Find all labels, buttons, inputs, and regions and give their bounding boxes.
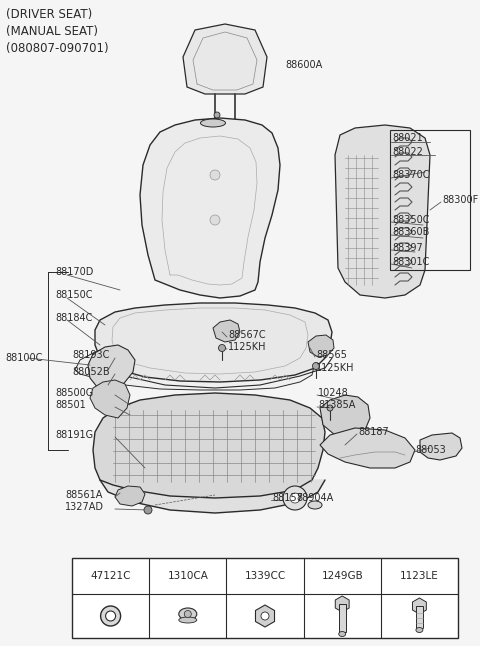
Polygon shape — [90, 380, 130, 418]
Polygon shape — [88, 345, 135, 395]
Circle shape — [312, 362, 320, 370]
Circle shape — [283, 486, 307, 510]
Text: 88350C: 88350C — [392, 215, 430, 225]
Text: 88501: 88501 — [55, 400, 86, 410]
Text: 88191G: 88191G — [55, 430, 93, 440]
Text: 88370C: 88370C — [392, 170, 430, 180]
Text: 88100C: 88100C — [5, 353, 42, 363]
Text: 88500G: 88500G — [55, 388, 93, 398]
Text: 1125KH: 1125KH — [228, 342, 266, 352]
Text: 88053: 88053 — [415, 445, 446, 455]
Polygon shape — [183, 24, 267, 94]
Polygon shape — [320, 428, 415, 468]
Text: 88170D: 88170D — [55, 267, 94, 277]
Circle shape — [144, 506, 152, 514]
Circle shape — [290, 493, 300, 503]
Text: 88184C: 88184C — [55, 313, 92, 323]
Polygon shape — [308, 335, 334, 357]
Text: 10248: 10248 — [318, 388, 349, 398]
Text: 1125KH: 1125KH — [316, 363, 355, 373]
Text: 88021: 88021 — [392, 133, 423, 143]
Text: 88193C: 88193C — [72, 350, 109, 360]
Polygon shape — [335, 596, 349, 612]
Circle shape — [101, 606, 120, 626]
Polygon shape — [115, 486, 145, 506]
Polygon shape — [420, 433, 462, 460]
Polygon shape — [140, 118, 280, 298]
Text: (DRIVER SEAT)
(MANUAL SEAT)
(080807-090701): (DRIVER SEAT) (MANUAL SEAT) (080807-0907… — [6, 8, 108, 55]
Text: 88157: 88157 — [272, 493, 303, 503]
Text: 88150C: 88150C — [55, 290, 93, 300]
Text: 88301C: 88301C — [392, 257, 430, 267]
Text: 88397: 88397 — [392, 243, 423, 253]
Text: 1310CA: 1310CA — [168, 571, 208, 581]
Bar — [339, 604, 346, 632]
Text: 88565: 88565 — [316, 350, 347, 360]
Circle shape — [106, 611, 116, 621]
Circle shape — [214, 112, 220, 118]
Text: 1123LE: 1123LE — [400, 571, 439, 581]
Circle shape — [327, 405, 333, 411]
Polygon shape — [255, 605, 275, 627]
Polygon shape — [95, 303, 332, 382]
Circle shape — [218, 344, 226, 351]
Text: 1249GB: 1249GB — [321, 571, 363, 581]
Polygon shape — [100, 480, 325, 513]
Polygon shape — [75, 345, 315, 390]
Text: 88187: 88187 — [358, 427, 389, 437]
Text: 88022: 88022 — [392, 147, 423, 157]
Ellipse shape — [179, 617, 197, 623]
Text: 88904A: 88904A — [296, 493, 333, 503]
Ellipse shape — [308, 501, 322, 509]
Polygon shape — [93, 393, 325, 498]
Circle shape — [184, 610, 192, 618]
Circle shape — [261, 612, 269, 620]
Ellipse shape — [416, 627, 423, 632]
Bar — [72, 558, 458, 638]
Text: 1339CC: 1339CC — [244, 571, 286, 581]
Text: 1327AD: 1327AD — [65, 502, 104, 512]
Polygon shape — [213, 320, 240, 342]
Ellipse shape — [339, 632, 346, 636]
Polygon shape — [412, 598, 426, 614]
Text: 88567C: 88567C — [228, 330, 265, 340]
Circle shape — [210, 215, 220, 225]
Polygon shape — [320, 395, 370, 437]
Text: 88561A: 88561A — [65, 490, 102, 500]
Bar — [416, 606, 423, 628]
Text: 47121C: 47121C — [90, 571, 131, 581]
Text: 81385A: 81385A — [318, 400, 355, 410]
Bar — [390, 130, 470, 270]
Text: 88360B: 88360B — [392, 227, 430, 237]
Text: 88052B: 88052B — [72, 367, 109, 377]
Text: 88300F: 88300F — [442, 195, 478, 205]
Polygon shape — [335, 125, 430, 298]
Ellipse shape — [179, 608, 197, 620]
Circle shape — [210, 170, 220, 180]
Ellipse shape — [201, 119, 226, 127]
Text: 88600A: 88600A — [285, 60, 322, 70]
